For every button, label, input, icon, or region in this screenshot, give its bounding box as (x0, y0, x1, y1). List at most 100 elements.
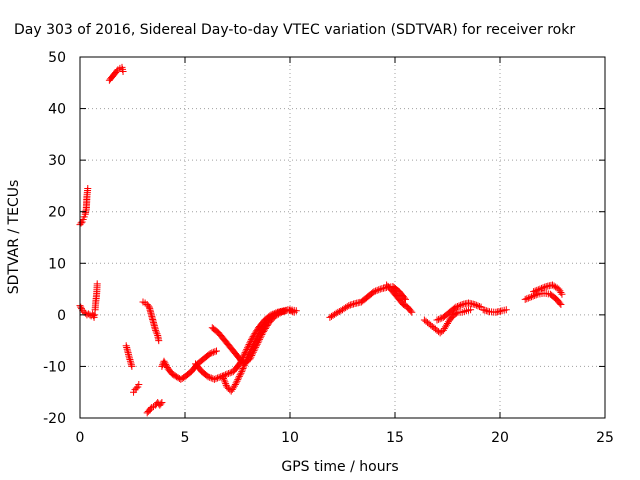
data-point (215, 373, 223, 381)
data-point (350, 300, 358, 308)
data-point (238, 366, 246, 374)
data-point (269, 311, 277, 319)
data-point (467, 306, 475, 314)
data-point (132, 384, 140, 392)
data-point (536, 285, 544, 293)
data-point (455, 302, 463, 310)
data-point (474, 302, 482, 310)
data-point (235, 372, 243, 380)
data-point (246, 349, 254, 357)
data-series-5 (122, 342, 136, 370)
grid (80, 57, 605, 418)
data-point (77, 303, 85, 311)
data-point (256, 328, 264, 336)
data-point (135, 380, 143, 388)
data-point (84, 185, 92, 193)
y-tick-label: 30 (48, 153, 66, 169)
data-point (253, 334, 261, 342)
data-point (249, 342, 257, 350)
data-point (213, 347, 220, 355)
data-point (255, 330, 263, 338)
data-point (530, 288, 538, 296)
data-point (251, 338, 259, 346)
data-point (453, 302, 461, 310)
data-point (246, 347, 254, 355)
data-point (161, 359, 169, 367)
data-series-7 (139, 298, 163, 345)
y-axis-ticks: -20 -10 0 10 20 30 40 50 (43, 50, 605, 427)
data-point (237, 369, 245, 377)
y-tick-label: -10 (43, 359, 66, 375)
data-series-2 (76, 185, 92, 229)
data-point (250, 339, 258, 347)
data-point (206, 373, 214, 381)
data-point (523, 295, 531, 303)
data-point (244, 352, 252, 360)
data-point (113, 67, 121, 75)
data-point (243, 354, 251, 362)
plot-frame (79, 56, 606, 419)
data-point (163, 362, 171, 370)
data-point (236, 371, 244, 379)
data-point (402, 295, 409, 303)
data-point (407, 307, 415, 315)
data-series-17 (479, 306, 510, 316)
x-axis-ticks: 0 5 10 15 20 25 (76, 57, 614, 446)
data-point (332, 309, 340, 317)
data-point (481, 306, 489, 314)
x-axis-label: GPS time / hours (281, 459, 398, 475)
data-point (234, 376, 242, 384)
data-point (541, 283, 549, 291)
data-point (335, 308, 343, 316)
x-tick-label: 20 (491, 430, 509, 446)
data-point (158, 399, 166, 407)
data-point (225, 370, 233, 378)
data-point (529, 292, 537, 300)
data-point (233, 377, 241, 385)
data-point (152, 326, 160, 334)
data-point (369, 289, 377, 297)
data-point (248, 344, 256, 352)
x-tick-label: 25 (596, 430, 614, 446)
data-point (484, 307, 492, 315)
data-point (476, 302, 484, 310)
data-series-9 (158, 347, 220, 383)
data-series-8 (143, 399, 166, 417)
y-tick-label: 10 (48, 256, 66, 272)
data-point (222, 380, 230, 388)
data-point (348, 301, 356, 309)
data-point (370, 288, 378, 296)
data-point (153, 330, 161, 338)
data-point (531, 292, 539, 300)
data-point (471, 301, 479, 309)
data-point (539, 284, 547, 292)
data-point (526, 293, 534, 301)
data-point (557, 301, 565, 309)
data-point (238, 368, 246, 376)
data-point (452, 303, 460, 311)
data-point (436, 315, 444, 323)
data-point (152, 328, 160, 336)
data-series-14 (383, 281, 416, 316)
data-point (209, 348, 217, 356)
y-axis-label: SDTVAR / TECUs (6, 180, 22, 295)
data-point (232, 379, 240, 387)
x-tick-label: 0 (76, 430, 85, 446)
data-point (472, 301, 480, 309)
data-point (155, 337, 163, 345)
data-point (282, 307, 290, 315)
y-tick-label: 20 (48, 205, 66, 221)
data-point (372, 287, 380, 295)
data-point (252, 336, 260, 344)
data-point (211, 348, 219, 356)
data-point (290, 308, 298, 316)
data-point (206, 350, 214, 358)
data-point (240, 361, 248, 369)
data-point (219, 373, 227, 381)
data-point (162, 360, 170, 368)
y-tick-label: 40 (48, 102, 66, 118)
data-point (408, 308, 416, 316)
data-point (521, 295, 529, 303)
data-point (208, 349, 216, 357)
data-point (214, 374, 222, 382)
